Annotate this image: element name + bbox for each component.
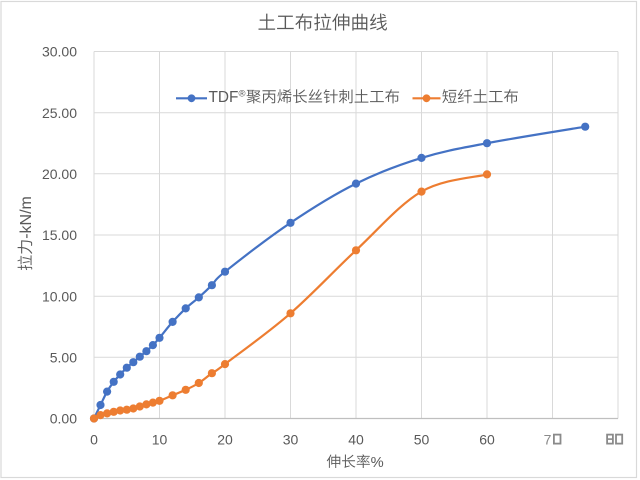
svg-text:20.00: 20.00	[42, 166, 77, 182]
svg-text:TDF: TDF	[209, 89, 239, 106]
svg-text:-kN/m: -kN/m	[18, 196, 35, 239]
svg-text:30: 30	[283, 431, 299, 447]
svg-text:15.00: 15.00	[42, 227, 77, 243]
svg-text:40: 40	[348, 431, 364, 447]
svg-text:5.00: 5.00	[50, 349, 77, 365]
svg-text:50: 50	[414, 431, 430, 447]
svg-text:7: 7	[544, 431, 552, 447]
svg-text:60: 60	[479, 431, 495, 447]
svg-text:%: %	[371, 455, 384, 471]
svg-text:10.00: 10.00	[42, 288, 77, 304]
svg-text:0: 0	[90, 431, 98, 447]
svg-text:0.00: 0.00	[50, 411, 77, 427]
svg-text:25.00: 25.00	[42, 105, 77, 121]
svg-text:10: 10	[152, 431, 168, 447]
svg-text:30.00: 30.00	[42, 44, 77, 60]
svg-text:20: 20	[217, 431, 233, 447]
svg-text:®: ®	[239, 89, 246, 100]
